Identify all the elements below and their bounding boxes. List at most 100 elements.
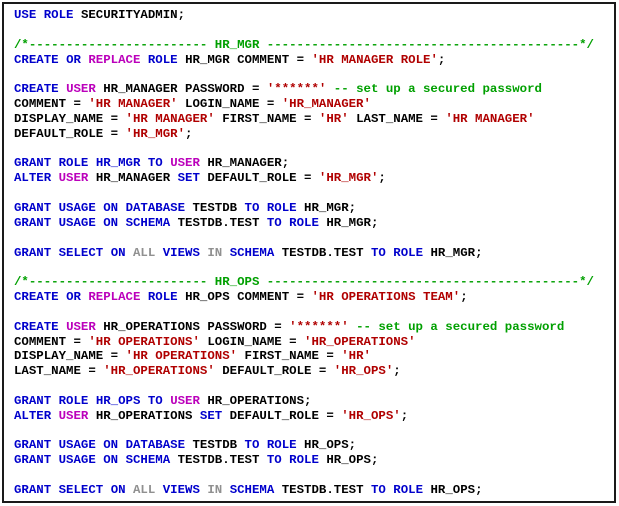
- code-line: GRANT USAGE ON SCHEMA TESTDB.TEST TO ROL…: [14, 453, 610, 468]
- code-token-kw: SELECT: [58, 245, 111, 260]
- code-token-kw: ROLE: [266, 438, 305, 453]
- code-token-kw: TO: [266, 453, 290, 468]
- code-token-kw: GRANT: [14, 200, 59, 215]
- code-token-pl: FIRST_NAME =: [214, 111, 319, 126]
- code-token-kw: ROLE: [147, 52, 186, 67]
- code-token-kw: CREATE: [14, 319, 67, 334]
- code-token-obj: USER: [170, 156, 208, 171]
- code-token-pl: HR_MANAGER PASSWORD =: [103, 82, 267, 97]
- code-line: GRANT SELECT ON ALL VIEWS IN SCHEMA TEST…: [14, 483, 610, 498]
- code-token-pl: COMMENT =: [14, 97, 89, 112]
- code-line: COMMENT = 'HR MANAGER' LOGIN_NAME = 'HR_…: [14, 97, 610, 112]
- code-token-kw: HR_OPS: [95, 393, 148, 408]
- code-token-kw: ON: [110, 483, 133, 497]
- code-token-kw: ROLE: [393, 483, 431, 497]
- code-token-obj: USER: [58, 408, 96, 423]
- code-token-sec: IN: [207, 245, 230, 260]
- code-line: CREATE USER HR_MANAGER PASSWORD = '*****…: [14, 82, 610, 97]
- code-token-kw: GRANT: [14, 483, 59, 497]
- code-token-obj: USER: [66, 82, 104, 97]
- code-token-sec: IN: [207, 483, 230, 497]
- code-token-pl: ;: [393, 364, 401, 379]
- code-token-kw: GRANT: [14, 438, 59, 453]
- code-token-kw: ON: [103, 200, 126, 215]
- code-token-obj: USER: [170, 393, 208, 408]
- code-token-kw: TO: [370, 245, 394, 260]
- code-token-com: /*------------------------ HR_OPS ------…: [14, 275, 594, 290]
- code-token-kw: ROLE: [43, 8, 81, 22]
- code-line: [14, 305, 610, 320]
- code-token-pl: HR_OPS;: [430, 483, 483, 497]
- code-token-pl: DISPLAY_NAME =: [14, 349, 126, 364]
- code-token-pl: LAST_NAME =: [348, 111, 446, 126]
- code-token-pl: TESTDB.TEST: [281, 483, 371, 497]
- code-line: LAST_NAME = 'HR_OPERATIONS' DEFAULT_ROLE…: [14, 364, 610, 379]
- code-token-kw: TO: [266, 215, 290, 230]
- code-token-str: 'HR': [318, 111, 349, 126]
- code-line: /*------------------------ HR_MGR ------…: [14, 38, 610, 53]
- code-token-obj: USER: [58, 171, 96, 186]
- code-token-kw: HR_MGR: [95, 156, 148, 171]
- code-token-pl: ;: [378, 171, 386, 186]
- code-token-kw: ON: [103, 438, 126, 453]
- code-token-kw: USE: [14, 8, 44, 22]
- code-token-kw: ON: [103, 215, 126, 230]
- code-token-kw: SCHEMA: [125, 215, 178, 230]
- code-token-str: 'HR_OPERATIONS': [103, 364, 215, 379]
- code-token-kw: DATABASE: [125, 200, 193, 215]
- code-token-kw: GRANT: [14, 393, 59, 408]
- code-token-str: 'HR MANAGER ROLE': [311, 52, 438, 67]
- code-token-kw: TO: [147, 393, 171, 408]
- code-token-pl: HR_OPERATIONS;: [207, 393, 312, 408]
- code-line: DISPLAY_NAME = 'HR OPERATIONS' FIRST_NAM…: [14, 349, 610, 364]
- code-token-pl: DEFAULT_ROLE =: [207, 171, 319, 186]
- code-line: [14, 424, 610, 439]
- code-token-kw: TO: [244, 200, 267, 215]
- code-token-kw: SET: [177, 171, 208, 186]
- code-token-com: /*------------------------ HR_MGR ------…: [14, 37, 594, 52]
- code-token-kw: ROLE: [289, 215, 327, 230]
- code-line: DISPLAY_NAME = 'HR MANAGER' FIRST_NAME =…: [14, 112, 610, 127]
- code-token-kw: SCHEMA: [229, 483, 282, 497]
- code-line: [14, 23, 610, 38]
- code-token-pl: ;: [185, 126, 193, 141]
- code-token-pl: HR_OPERATIONS: [95, 408, 200, 423]
- code-token-pl: HR_MANAGER: [95, 171, 178, 186]
- code-token-str: '******': [266, 82, 334, 97]
- code-token-str: 'HR OPERATIONS': [88, 334, 200, 349]
- code-token-kw: SCHEMA: [125, 453, 178, 468]
- code-token-sec: ALL: [133, 483, 163, 497]
- code-token-pl: HR_OPS COMMENT =: [185, 290, 312, 305]
- code-token-pl: DEFAULT_ROLE =: [214, 364, 334, 379]
- code-token-pl: TESTDB: [192, 200, 245, 215]
- code-token-kw: TO: [244, 438, 267, 453]
- code-token-pl: LAST_NAME =: [14, 364, 104, 379]
- code-line: [14, 231, 610, 246]
- code-token-pl: SECURITYADMIN;: [80, 8, 186, 22]
- code-token-kw: ROLE: [289, 453, 327, 468]
- code-token-obj: REPLACE: [88, 290, 148, 305]
- code-token-pl: TESTDB.TEST: [177, 215, 267, 230]
- code-token-kw: USAGE: [58, 215, 104, 230]
- code-token-kw: SELECT: [58, 483, 111, 497]
- code-token-kw: ROLE: [393, 245, 431, 260]
- code-token-kw: ROLE: [58, 393, 96, 408]
- code-token-kw: ON: [110, 245, 133, 260]
- code-token-kw: SET: [199, 408, 230, 423]
- code-token-str: 'HR_MANAGER': [281, 97, 371, 112]
- code-token-pl: COMMENT =: [14, 334, 89, 349]
- code-token-kw: USAGE: [58, 200, 104, 215]
- code-token-pl: TESTDB.TEST: [281, 245, 371, 260]
- code-token-str: 'HR': [341, 349, 371, 364]
- code-token-kw: OR: [66, 52, 89, 67]
- code-token-kw: CREATE: [14, 52, 67, 67]
- code-token-kw: ON: [103, 453, 126, 468]
- code-token-pl: TESTDB: [192, 438, 245, 453]
- code-token-obj: REPLACE: [88, 52, 148, 67]
- code-token-kw: GRANT: [14, 453, 59, 468]
- code-token-sec: ALL: [133, 245, 163, 260]
- code-token-str: 'HR_OPS': [333, 364, 394, 379]
- code-token-pl: DISPLAY_NAME =: [14, 111, 126, 126]
- code-token-kw: GRANT: [14, 156, 59, 171]
- code-token-kw: USAGE: [58, 453, 104, 468]
